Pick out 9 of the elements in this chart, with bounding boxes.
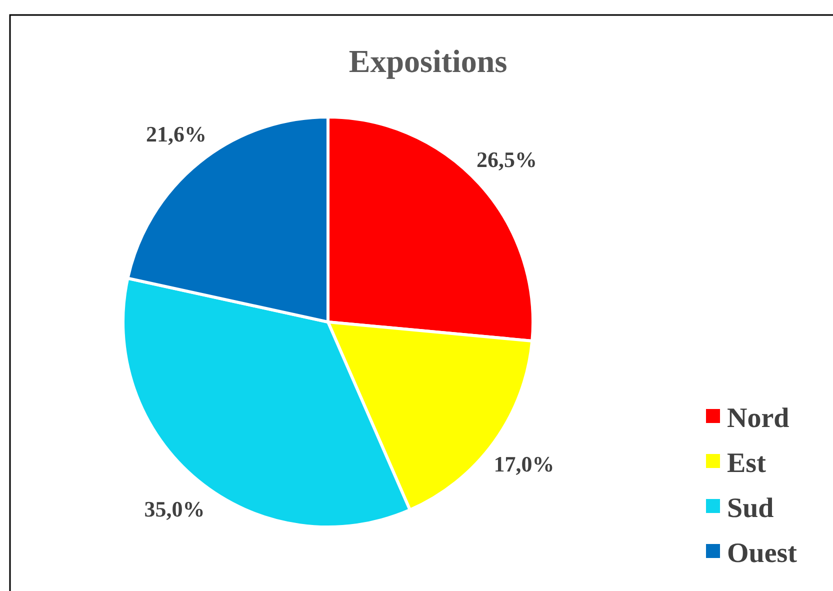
legend-label: Est xyxy=(727,448,767,479)
data-label: 21,6% xyxy=(146,121,207,146)
legend-label: Nord xyxy=(727,402,790,434)
legend-label: Ouest xyxy=(727,538,798,569)
data-label: 35,0% xyxy=(144,496,205,522)
legend-label: Sud xyxy=(727,492,774,524)
data-label: 17,0% xyxy=(494,451,554,476)
data-label: 26,5% xyxy=(476,146,538,172)
chart-title: Expositions xyxy=(348,43,508,79)
